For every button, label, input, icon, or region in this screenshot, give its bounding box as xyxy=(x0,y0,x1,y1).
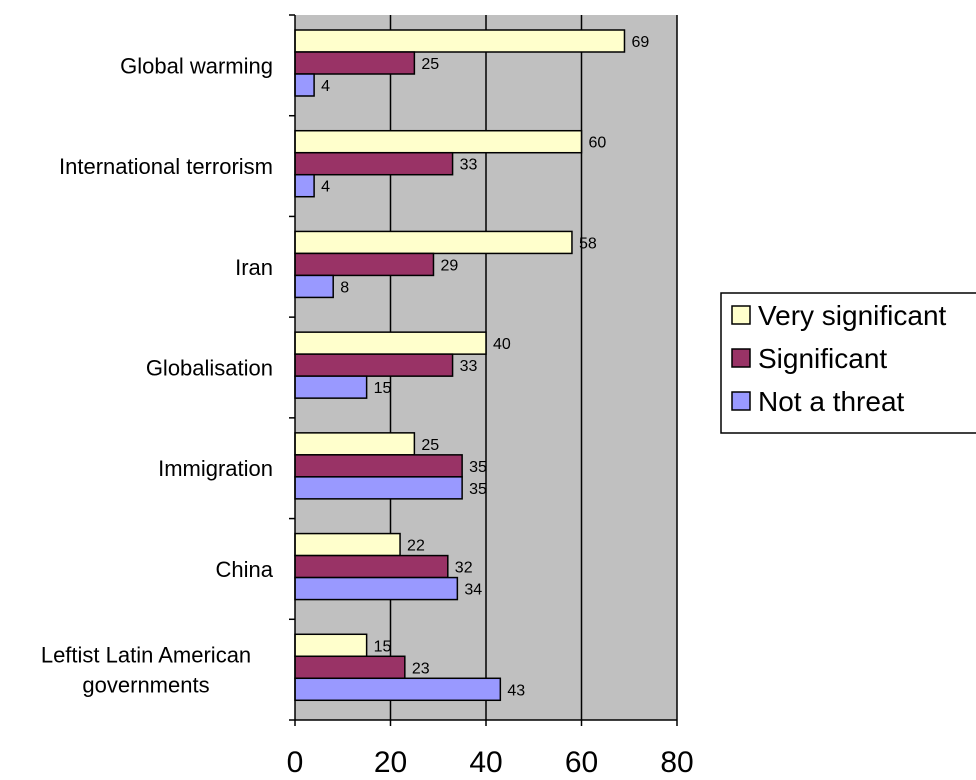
bar xyxy=(294,432,416,456)
bar xyxy=(294,554,449,579)
x-tick-label: 80 xyxy=(660,746,693,779)
category-label: governments xyxy=(82,673,209,698)
data-label: 25 xyxy=(421,56,439,73)
data-label: 4 xyxy=(321,78,330,95)
data-label: 35 xyxy=(469,481,487,498)
data-label: 29 xyxy=(440,257,458,274)
data-label: 33 xyxy=(460,157,478,174)
x-tick-label: 40 xyxy=(469,746,502,779)
bar xyxy=(294,274,334,299)
bar xyxy=(294,532,401,557)
category-labels: Global warming International terrorism Ira… xyxy=(41,53,274,697)
bar xyxy=(294,230,573,255)
data-label: 15 xyxy=(374,380,392,397)
data-label: 25 xyxy=(421,437,439,454)
data-label: 8 xyxy=(340,279,349,296)
bar xyxy=(294,51,416,75)
bar xyxy=(294,576,459,601)
data-label: 4 xyxy=(321,179,330,196)
category-label: Globalisation xyxy=(146,356,273,381)
category-label: Immigration xyxy=(158,456,273,481)
bars xyxy=(294,29,626,702)
bar xyxy=(294,476,463,500)
category-label: Leftist Latin American xyxy=(41,643,251,668)
bar xyxy=(294,29,626,53)
bar xyxy=(294,633,368,658)
legend-swatch xyxy=(731,348,751,368)
data-label: 22 xyxy=(407,538,425,555)
bar xyxy=(294,151,454,176)
category-label: Global warming xyxy=(120,53,273,78)
bar xyxy=(294,655,406,680)
data-label: 43 xyxy=(507,682,525,699)
data-label: 40 xyxy=(493,336,511,353)
data-label: 32 xyxy=(455,560,473,577)
data-label: 35 xyxy=(469,459,487,476)
axes xyxy=(289,14,678,726)
legend-label: Significant xyxy=(758,343,887,374)
bar xyxy=(294,331,487,355)
x-tick-label: 60 xyxy=(565,746,598,779)
bar xyxy=(294,173,315,198)
data-label: 15 xyxy=(374,638,392,655)
bar xyxy=(294,252,435,277)
legend-swatch xyxy=(731,305,751,325)
data-label: 23 xyxy=(412,660,430,677)
data-label: 60 xyxy=(589,135,607,152)
data-label: 58 xyxy=(579,235,597,252)
x-tick-labels: 0 20 40 60 80 xyxy=(287,746,694,779)
value-labels: 69 25 4 60 33 4 58 29 8 40 33 15 25 35 35 22 32 34 15 23 43 xyxy=(321,34,649,699)
data-label: 34 xyxy=(464,582,482,599)
bar xyxy=(294,454,463,478)
bar xyxy=(294,73,315,97)
legend: Very significant Significant Not a threat xyxy=(720,292,976,434)
data-label: 33 xyxy=(460,358,478,375)
legend-label: Very significant xyxy=(758,300,947,331)
legend-box xyxy=(720,292,976,434)
category-label: China xyxy=(216,557,274,582)
x-tick-label: 20 xyxy=(374,746,407,779)
category-label: Iran xyxy=(235,255,273,280)
bar xyxy=(294,129,583,154)
legend-swatch xyxy=(731,391,751,411)
data-label: 69 xyxy=(631,34,649,51)
bar xyxy=(294,353,454,377)
legend-label: Not a threat xyxy=(758,386,905,417)
category-label: International terrorism xyxy=(59,154,273,179)
bar xyxy=(294,677,502,702)
bar xyxy=(294,375,368,399)
x-tick-label: 0 xyxy=(287,746,304,779)
